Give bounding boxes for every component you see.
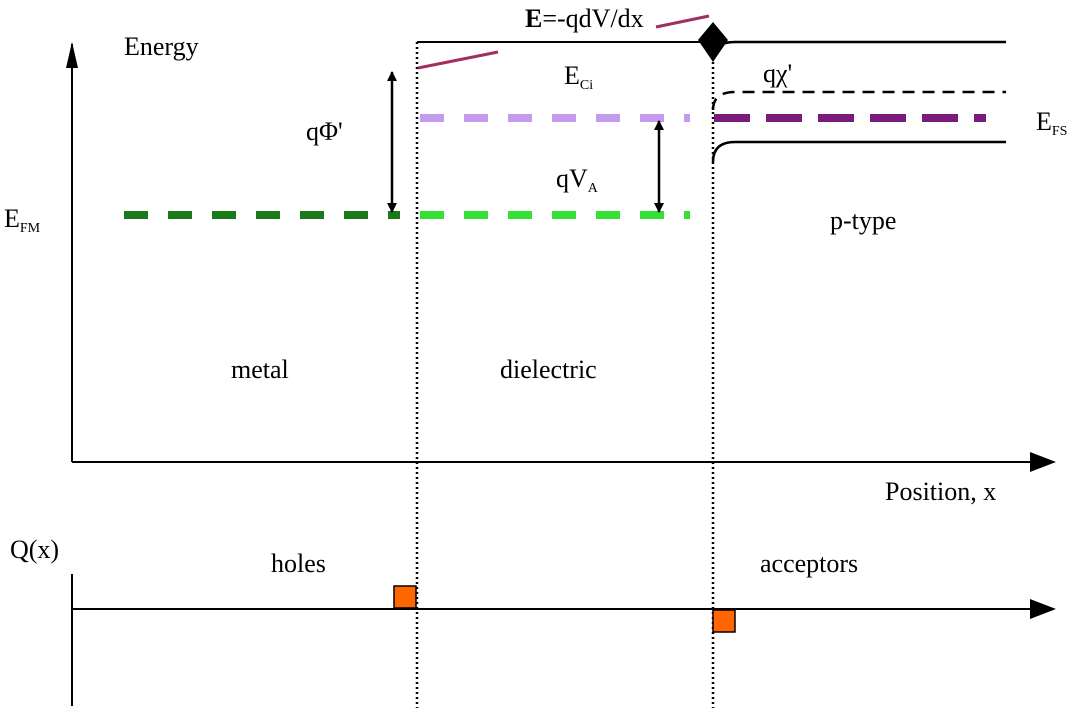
hole-charge-box: [393, 585, 417, 609]
intrinsic-level: [711, 90, 1006, 111]
position-axis-arrowhead: [1030, 452, 1056, 472]
energy-axis-arrowhead: [66, 42, 78, 68]
dielectric-label: dielectric: [500, 355, 597, 384]
electric-field-label: E=-qdV/dx: [525, 4, 644, 33]
energy-axis-label: Energy: [124, 32, 199, 61]
p-type-label: p-type: [830, 206, 896, 235]
acceptors-label: acceptors: [760, 549, 858, 578]
q-chi-label: qχ': [763, 59, 792, 88]
interface-diamond: [698, 22, 728, 62]
eci-label: ECi: [564, 61, 593, 93]
charge-position-axis-arrowhead: [1030, 599, 1056, 619]
charge-axis-label: Q(x): [10, 535, 59, 564]
conduction-band: [711, 40, 1006, 61]
holes-label: holes: [271, 549, 326, 578]
efs-label: EFS: [1036, 107, 1067, 139]
q-phi-label: qΦ': [306, 117, 343, 146]
metal-label: metal: [231, 355, 289, 384]
field-line-upper: [655, 14, 710, 29]
acceptor-charge-box: [712, 609, 736, 633]
q-va-label: qVA: [556, 164, 599, 196]
field-line-lower: [417, 50, 499, 70]
efm-label: EFM: [4, 204, 41, 236]
position-axis-label: Position, x: [885, 477, 996, 506]
valence-band: [711, 140, 1006, 163]
